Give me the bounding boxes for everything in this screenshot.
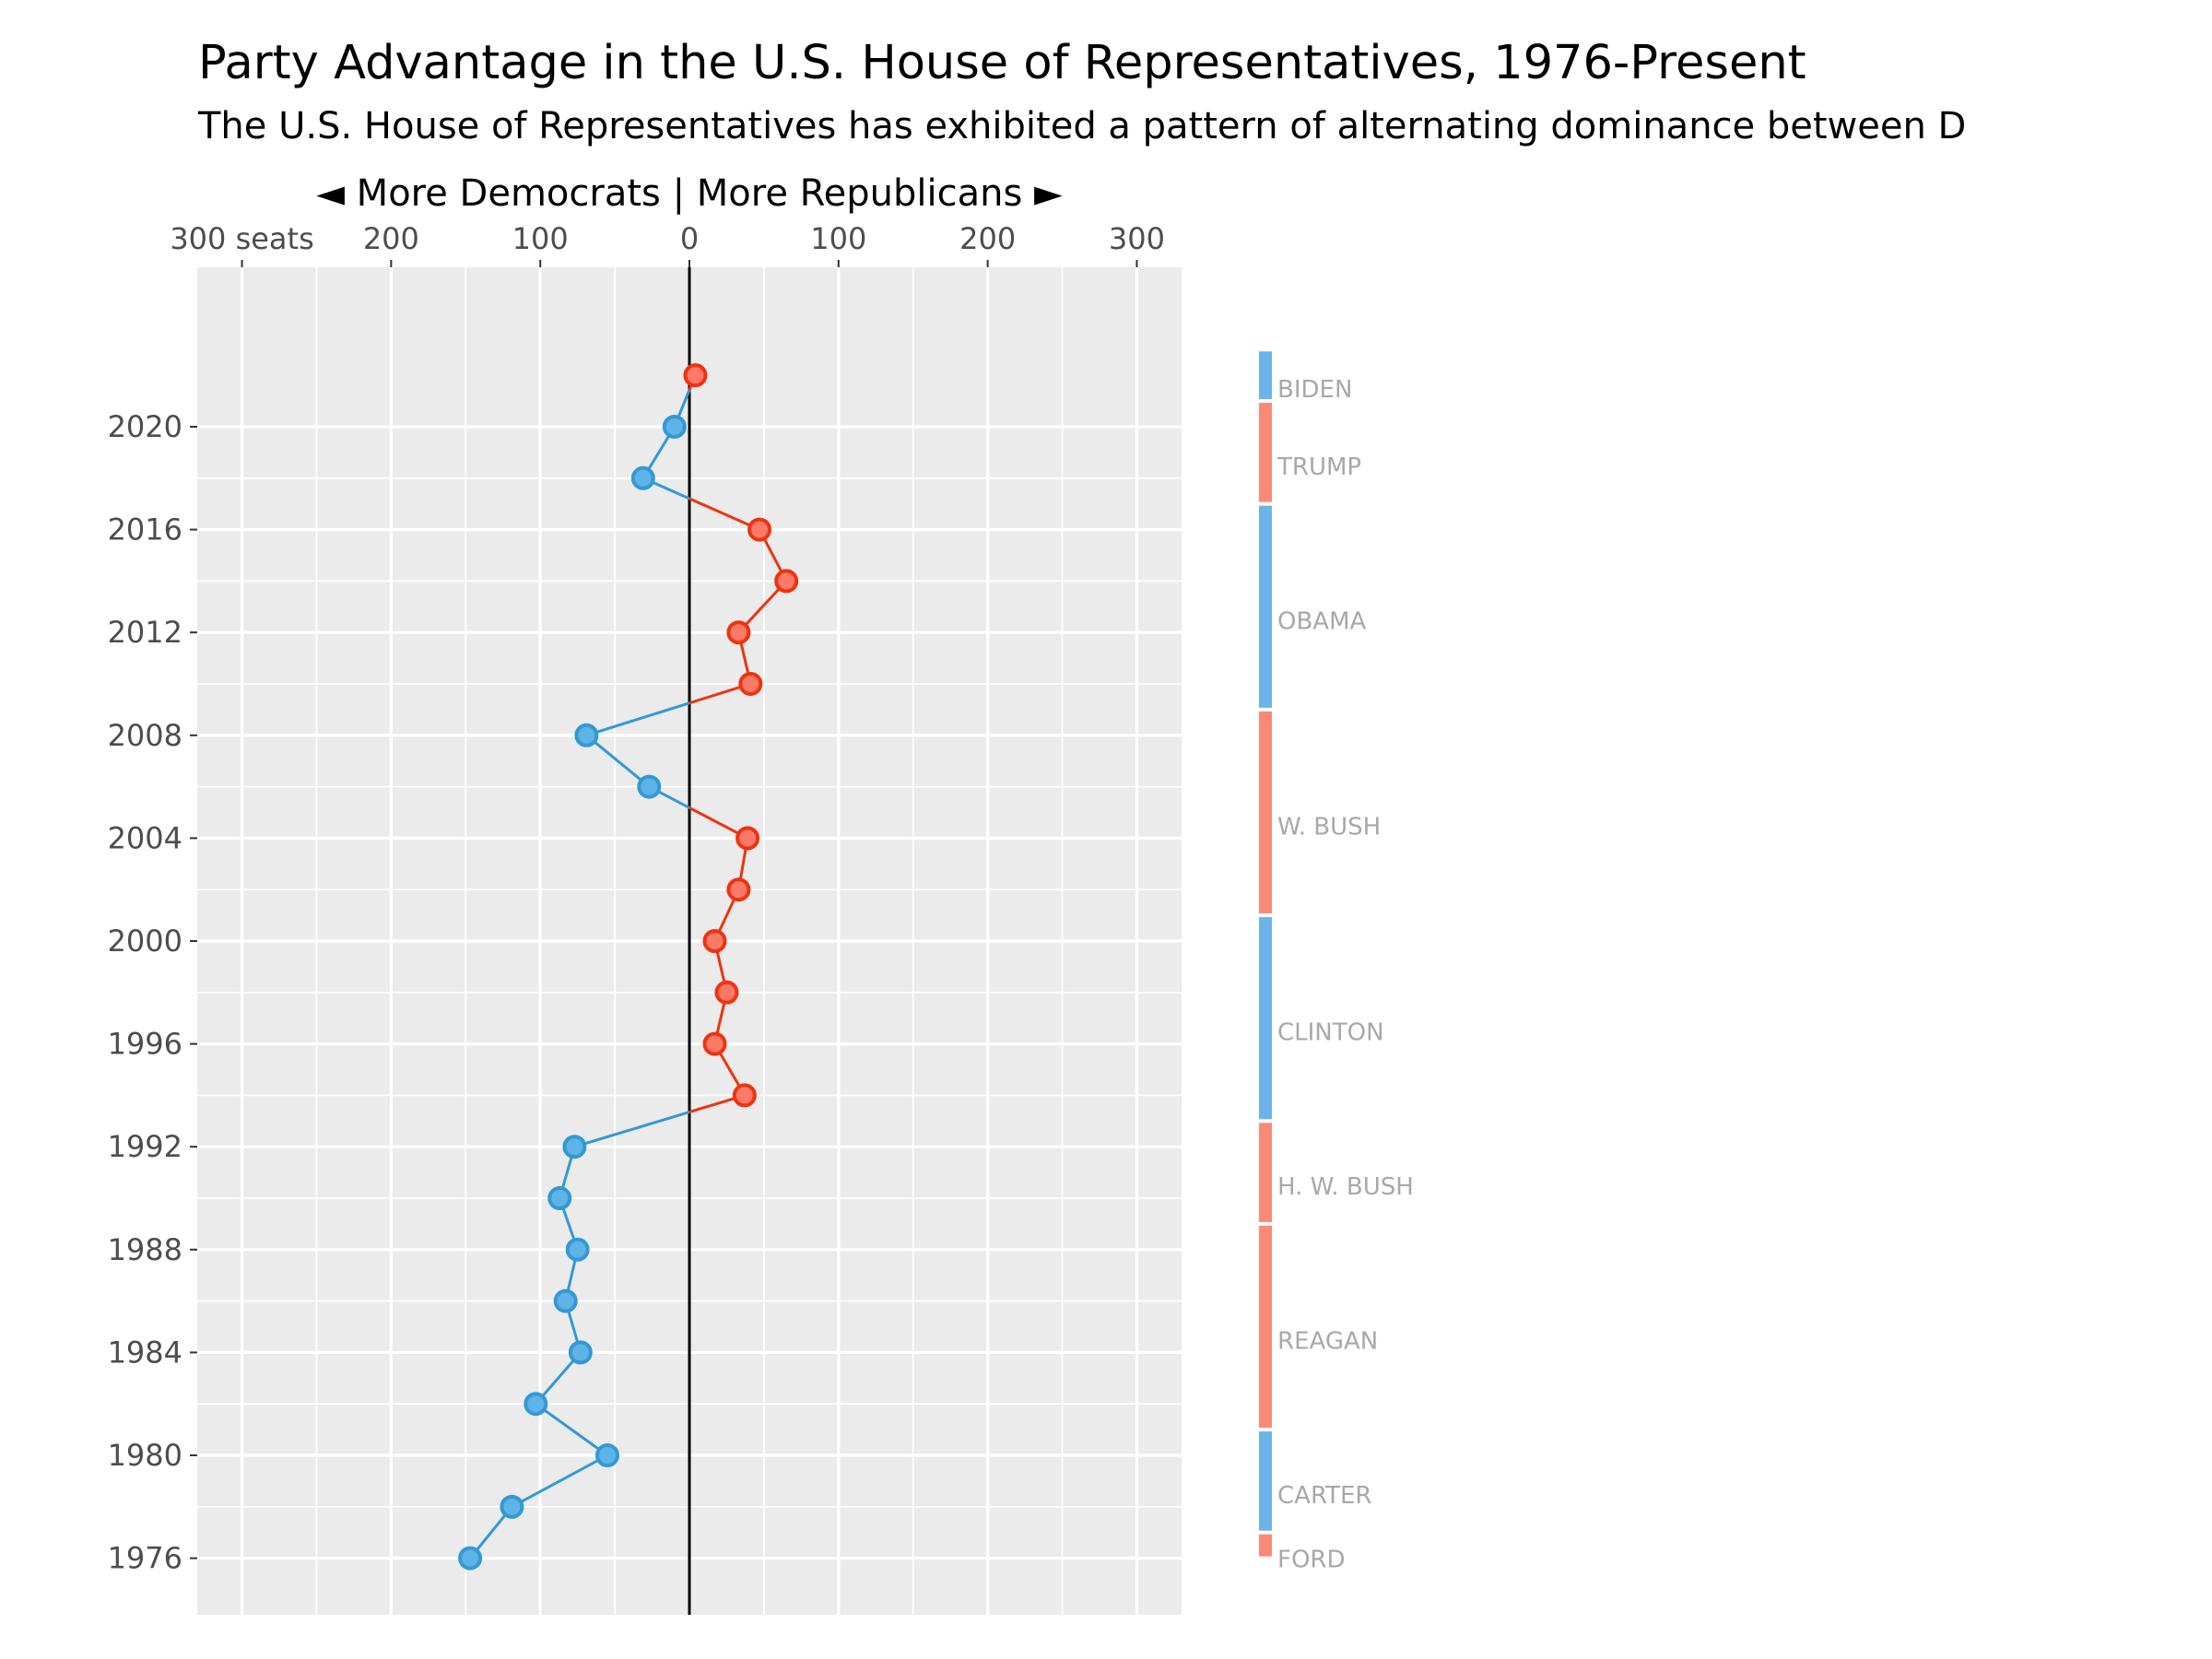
president-label: H. W. BUSH xyxy=(1277,1173,1414,1201)
president-label: CLINTON xyxy=(1277,1019,1384,1047)
x-tick-label: 100 xyxy=(512,221,569,256)
president-term-bar xyxy=(1259,1431,1272,1531)
data-point xyxy=(738,671,763,696)
president-term-bar xyxy=(1259,403,1272,502)
line-segment xyxy=(511,1453,608,1509)
line-segment xyxy=(585,734,651,788)
data-point xyxy=(565,1237,590,1262)
chart-subtitle: The U.S. House of Representatives has ex… xyxy=(197,105,1966,147)
data-point xyxy=(553,1288,578,1313)
president-term-bar xyxy=(1259,1534,1272,1557)
y-tick-label: 2004 xyxy=(108,820,182,855)
data-point xyxy=(500,1494,524,1519)
x-tick-label: 200 xyxy=(363,221,419,256)
data-point xyxy=(732,1083,757,1108)
president-label: CARTER xyxy=(1277,1482,1372,1510)
line-segment xyxy=(573,1111,690,1148)
x-tick-label: 0 xyxy=(680,221,699,256)
line-segment xyxy=(585,701,690,737)
chart-title: Party Advantage in the U.S. House of Rep… xyxy=(198,36,1806,90)
x-tick-label: 300 xyxy=(1109,221,1165,256)
president-label: OBAMA xyxy=(1277,607,1367,635)
y-tick-label: 2000 xyxy=(108,924,182,959)
line-segment xyxy=(688,497,760,531)
y-tick-label: 1980 xyxy=(108,1438,182,1473)
line-segment xyxy=(535,1402,608,1457)
president-term-bar xyxy=(1259,505,1272,708)
y-tick-label: 2020 xyxy=(108,409,182,444)
x-axis-header: ◄ More Democrats | More Republicans ► xyxy=(316,172,1063,215)
x-axis-ticks: 300 seats 200 100 0 100 200 300 xyxy=(170,221,1165,267)
data-point xyxy=(735,826,760,851)
data-point xyxy=(774,569,799,594)
data-point xyxy=(524,1392,548,1417)
president-label: W. BUSH xyxy=(1277,813,1381,841)
y-tick-label: 1992 xyxy=(108,1129,182,1164)
data-point xyxy=(702,1031,727,1056)
president-label: TRUMP xyxy=(1277,453,1361,481)
y-tick-label: 2012 xyxy=(108,615,182,650)
data-point xyxy=(562,1135,587,1159)
y-tick-label: 1988 xyxy=(108,1232,182,1267)
data-point xyxy=(458,1546,483,1571)
data-point xyxy=(574,723,599,747)
y-axis-ticks: 1976 1980 1984 1988 1992 1996 2000 2004 2008 2012… xyxy=(108,409,197,1576)
data-point xyxy=(714,980,739,1005)
president-label: BIDEN xyxy=(1277,376,1352,404)
y-tick-label: 2016 xyxy=(108,512,182,547)
x-tick-label: 200 xyxy=(959,221,1016,256)
data-point xyxy=(547,1186,572,1211)
data-point xyxy=(747,517,772,542)
data-point xyxy=(595,1443,619,1468)
president-label: REAGAN xyxy=(1277,1328,1378,1356)
y-tick-label: 1996 xyxy=(108,1027,182,1062)
data-point xyxy=(702,929,727,953)
series-points xyxy=(458,363,799,1571)
data-point xyxy=(568,1340,593,1365)
president-term-bar xyxy=(1259,351,1272,400)
data-point xyxy=(637,774,662,799)
president-term-bar xyxy=(1259,711,1272,914)
president-term-bar xyxy=(1259,1123,1272,1222)
x-tick-label: 300 seats xyxy=(170,221,313,256)
data-point xyxy=(662,414,687,439)
data-point xyxy=(683,363,708,388)
y-tick-label: 2008 xyxy=(108,718,182,753)
president-term-bar xyxy=(1259,917,1272,1120)
x-tick-label: 100 xyxy=(810,221,866,256)
president-timeline: FORD CARTER REAGAN H. W. BUSH CLINTON W. BUSH… xyxy=(1259,351,1414,1574)
y-tick-label: 1976 xyxy=(108,1541,182,1576)
president-label: FORD xyxy=(1277,1547,1346,1574)
data-point xyxy=(630,465,655,490)
data-point xyxy=(726,620,751,645)
president-term-bar xyxy=(1259,1225,1272,1429)
data-point xyxy=(726,877,751,902)
y-tick-label: 1984 xyxy=(108,1335,182,1370)
